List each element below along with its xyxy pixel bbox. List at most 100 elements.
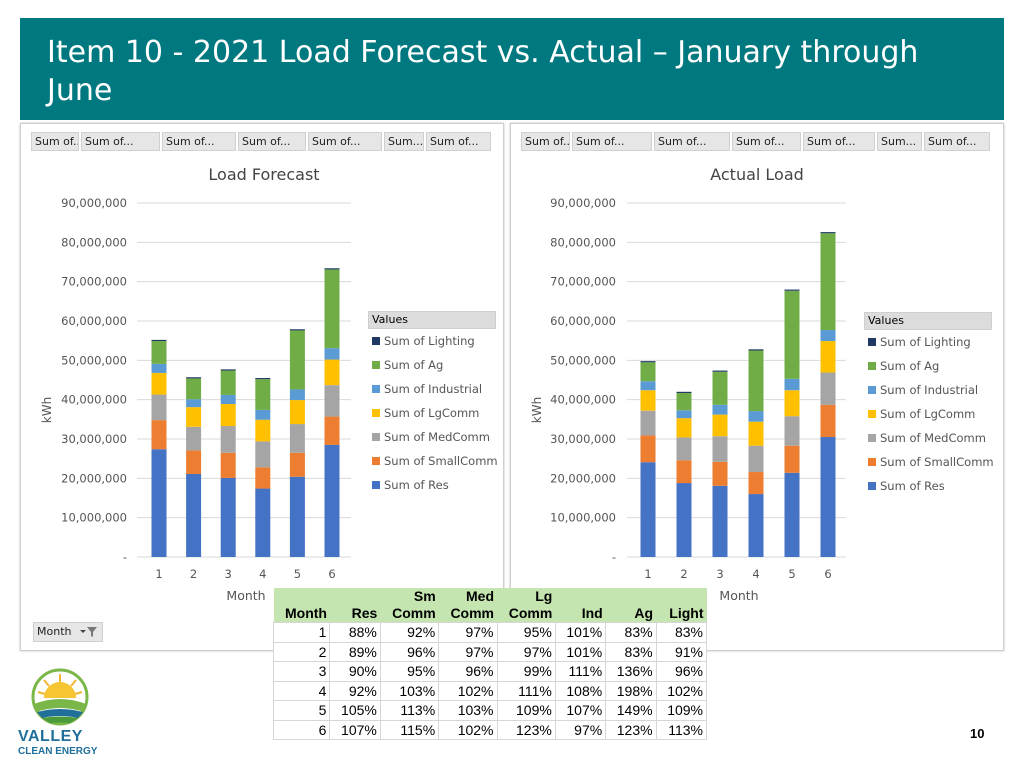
field-button-2[interactable]: Sum of... (572, 132, 652, 151)
legend-item-res[interactable]: Sum of Res (864, 474, 994, 498)
table-cell: 113% (379, 700, 440, 721)
legend-item-res[interactable]: Sum of Res (368, 473, 498, 497)
legend-item-lighting[interactable]: Sum of Lighting (368, 329, 498, 353)
table-cell: 113% (655, 719, 708, 740)
table-cell: 111% (496, 680, 556, 701)
legend-item-medcomm[interactable]: Sum of MedComm (864, 426, 994, 450)
table-cell: 123% (496, 719, 556, 740)
field-buttons-bar: Sum of... Sum of... Sum of... Sum of... Sum … (31, 132, 493, 151)
legend-label: Sum of Res (384, 478, 449, 492)
table-cell: 97% (496, 641, 556, 662)
y-tick-label: 50,000,000 (61, 353, 127, 367)
table-row: 4 92% 103% 102% 111% 108% 198% 102% (272, 680, 708, 701)
table-header-comm: Comm (380, 605, 439, 623)
field-button-4[interactable]: Sum of... (238, 132, 306, 151)
legend-swatch (372, 361, 380, 369)
legend-item-medcomm[interactable]: Sum of MedComm (368, 425, 498, 449)
bar-industrial-month-1 (151, 363, 167, 373)
legend-item-industrial[interactable]: Sum of Industrial (368, 377, 498, 401)
bar-medcomm-month-3 (220, 426, 236, 453)
table-header-comm: Comm (497, 605, 556, 623)
bar-smallcomm-month-4 (255, 467, 271, 489)
field-button-5[interactable]: Sum of... (308, 132, 382, 151)
y-tick-label: 90,000,000 (61, 196, 127, 210)
legend-label: Sum of LgComm (880, 407, 976, 421)
bar-lgcomm-month-2 (676, 418, 692, 438)
field-button-7[interactable]: Sum of... (426, 132, 491, 151)
bar-res-month-2 (186, 474, 202, 557)
field-button-3[interactable]: Sum of... (162, 132, 236, 151)
x-tick-label: 3 (225, 567, 232, 581)
bar-smallcomm-month-1 (151, 420, 167, 450)
slide-title: Item 10 - 2021 Load Forecast vs. Actual … (47, 35, 919, 108)
table-cell: 90% (329, 661, 381, 682)
bar-industrial-month-3 (220, 394, 236, 404)
field-button-1[interactable]: Sum of... (521, 132, 570, 151)
bar-res-month-4 (255, 488, 271, 557)
table-cell: 96% (438, 661, 498, 682)
table-cell: 103% (379, 680, 440, 701)
legend-item-lgcomm[interactable]: Sum of LgComm (864, 402, 994, 426)
legend-item-ag[interactable]: Sum of Ag (368, 353, 498, 377)
bar-ag-month-3 (220, 370, 236, 395)
bar-lgcomm-month-3 (220, 403, 236, 427)
legend-item-ag[interactable]: Sum of Ag (864, 354, 994, 378)
bar-smallcomm-month-6 (820, 404, 836, 438)
y-axis-label: kWh (40, 397, 54, 423)
table-header-top: Lg (497, 588, 556, 605)
bar-lighting-month-4 (255, 378, 271, 380)
field-button-7[interactable]: Sum of... (924, 132, 990, 151)
y-tick-label: 60,000,000 (61, 314, 127, 328)
field-button-3[interactable]: Sum of... (654, 132, 730, 151)
bar-medcomm-month-1 (151, 394, 167, 421)
x-tick-label: 4 (752, 567, 759, 581)
field-button-5[interactable]: Sum of... (803, 132, 875, 151)
month-filter-button[interactable]: Month (33, 622, 103, 642)
field-button-6[interactable]: Sum... (384, 132, 424, 151)
bar-smallcomm-month-3 (712, 461, 728, 486)
logo-text-valley: VALLEY (18, 728, 83, 745)
table-header-ag: Ag (605, 605, 657, 623)
chart-title: Load Forecast (208, 165, 319, 184)
table-cell: 101% (554, 622, 607, 643)
legend-item-smallcomm[interactable]: Sum of SmallComm (368, 449, 498, 473)
bar-ag-month-2 (186, 378, 202, 400)
legend-item-lgcomm[interactable]: Sum of LgComm (368, 401, 498, 425)
x-tick-label: 5 (294, 567, 301, 581)
table-cell: 115% (379, 719, 440, 740)
legend-label: Sum of Industrial (384, 382, 483, 396)
bar-lgcomm-month-5 (289, 400, 305, 425)
field-button-1[interactable]: Sum of... (31, 132, 79, 151)
x-tick-label: 6 (328, 567, 335, 581)
x-tick-label: 2 (190, 567, 197, 581)
logo-text-clean-energy: CLEAN ENERGY (18, 746, 98, 757)
bar-lighting-month-4 (748, 349, 764, 351)
x-tick-label: 6 (824, 567, 831, 581)
table-cell: 83% (655, 622, 708, 643)
table-cell: 149% (605, 700, 657, 721)
bar-res-month-4 (748, 494, 764, 557)
y-tick-label: 20,000,000 (550, 471, 616, 485)
slide-header: Item 10 - 2021 Load Forecast vs. Actual … (20, 18, 1004, 120)
table-cell: 88% (329, 622, 381, 643)
sun-landscape-icon (31, 668, 89, 726)
field-button-6[interactable]: Sum... (877, 132, 922, 151)
bar-ag-month-1 (151, 341, 167, 364)
y-tick-label: - (123, 550, 127, 564)
legend-item-lighting[interactable]: Sum of Lighting (864, 330, 994, 354)
legend-swatch (868, 458, 876, 466)
legend-item-smallcomm[interactable]: Sum of SmallComm (864, 450, 994, 474)
legend-item-industrial[interactable]: Sum of Industrial (864, 378, 994, 402)
x-tick-label: 5 (788, 567, 795, 581)
table-cell: 6 (272, 719, 331, 740)
table-cell: 5 (272, 700, 331, 721)
field-button-4[interactable]: Sum of... (732, 132, 801, 151)
field-button-2[interactable]: Sum of... (81, 132, 160, 151)
x-axis-label: Month (719, 588, 758, 603)
bar-lgcomm-month-1 (151, 372, 167, 395)
bar-medcomm-month-5 (289, 424, 305, 453)
legend-swatch (868, 338, 876, 346)
bar-lighting-month-5 (289, 329, 305, 331)
legend-label: Sum of Lighting (384, 334, 475, 348)
legend-label: Sum of MedComm (880, 431, 986, 445)
